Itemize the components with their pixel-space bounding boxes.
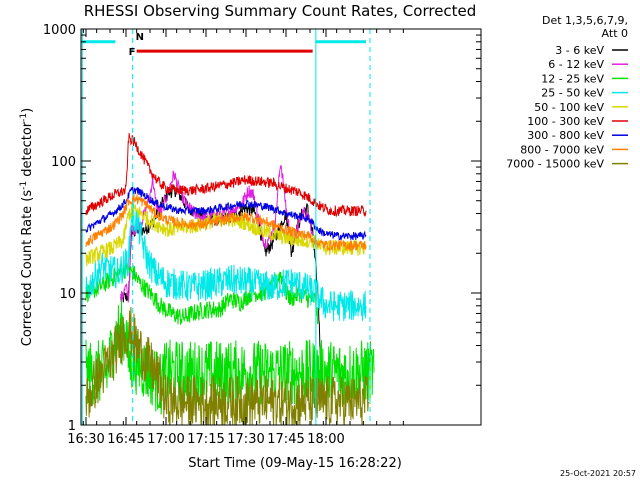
legend-label: 3 - 6 keV (555, 44, 604, 57)
legend-label: 800 - 7000 keV (520, 143, 604, 156)
x-tick-label: 17:30 (227, 432, 264, 447)
legend-label: 50 - 100 keV (534, 101, 604, 114)
legend-label: 6 - 12 keV (548, 58, 604, 71)
legend-label: 300 - 800 keV (527, 129, 604, 142)
x-tick-label: 16:30 (67, 432, 104, 447)
y-axis-label-sup1: -1 (19, 181, 29, 190)
legend-header-detectors: Det 1,3,5,6,7,9, (542, 14, 628, 27)
legend-label: 7000 - 15000 keV (506, 158, 604, 171)
legend-label: 12 - 25 keV (541, 72, 604, 85)
flag-label-n: N (136, 32, 144, 43)
y-tick-label: 1000 (43, 23, 76, 38)
chart-title: RHESSI Observing Summary Count Rates, Co… (84, 2, 477, 20)
legend-label: 100 - 300 keV (527, 115, 604, 128)
x-tick-label: 17:00 (147, 432, 184, 447)
x-tick-label: 17:45 (267, 432, 304, 447)
series-line-9 (85, 306, 370, 425)
x-tick-label: 16:45 (107, 432, 144, 447)
plot-frame (80, 28, 482, 426)
series-line-8 (85, 192, 367, 252)
y-axis-ticks: 1 10 100 1000 (43, 23, 481, 434)
legend-label: 25 - 50 keV (541, 87, 604, 100)
series-line-4 (85, 203, 367, 322)
flag-label-f: F (129, 47, 136, 58)
y-axis-label-end: ) (20, 108, 35, 113)
x-axis-label: Start Time (09-May-15 16:28:22) (188, 456, 402, 471)
x-tick-label: 18:00 (307, 432, 344, 447)
y-axis-label: Corrected Count Rate (s-1 detector-1) (19, 108, 35, 346)
series-layer (85, 133, 375, 425)
x-tick-label: 17:15 (187, 432, 224, 447)
x-axis-ticks: 16:30 16:45 17:00 17:15 17:30 17:45 18:00 (67, 29, 404, 447)
series-line-7 (85, 186, 367, 241)
y-axis-label-main: Corrected Count Rate (s (20, 190, 35, 347)
y-tick-label: 10 (59, 287, 76, 302)
legend-header-attenuator: Att 0 (602, 27, 628, 40)
generation-timestamp: 25-Oct-2021 20:57 (560, 469, 636, 478)
y-axis-label-mid: detector (20, 121, 35, 181)
y-tick-label: 1 (68, 419, 76, 434)
y-tick-label: 100 (51, 155, 76, 170)
y-axis-label-sup2: -1 (19, 113, 29, 122)
flags-layer: NF (81, 29, 371, 425)
